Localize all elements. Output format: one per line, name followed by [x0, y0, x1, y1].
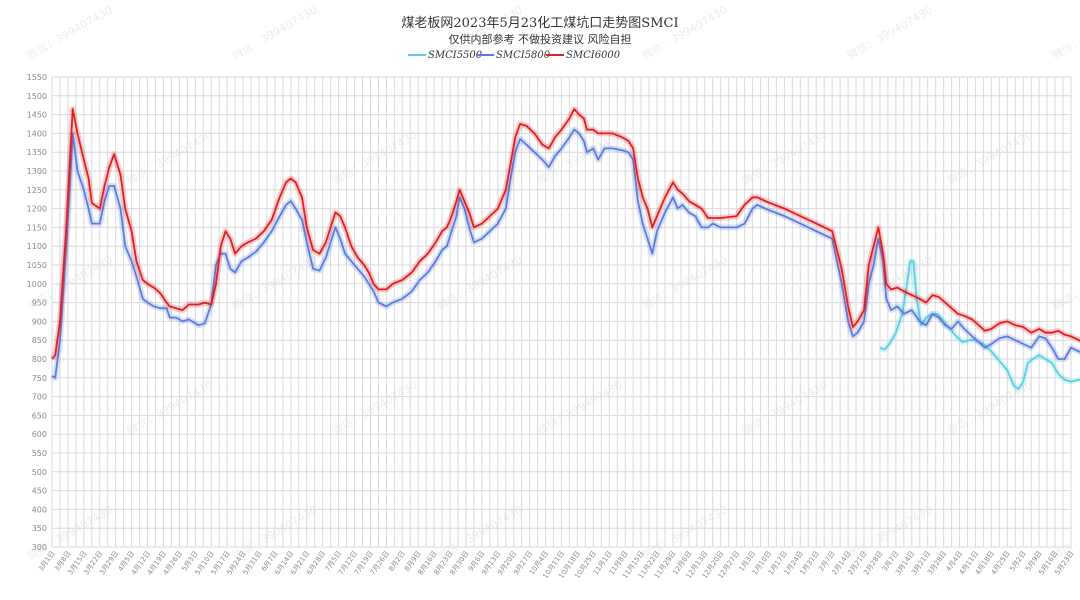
y-tick-label: 1250 [27, 186, 47, 195]
chart-title: 煤老板网2023年5月23化工煤坑口走势图SMCI [401, 15, 678, 31]
y-tick-label: 650 [32, 411, 47, 420]
y-tick-label: 450 [32, 487, 47, 496]
y-tick-label: 550 [32, 449, 47, 458]
watermark-text: 微信：399407430 [125, 377, 215, 437]
legend-label: SMCI5500 [428, 50, 483, 61]
legend: SMCI5500 SMCI5800 SMCI6000 [408, 50, 621, 61]
y-tick-label: 1500 [27, 92, 47, 101]
watermark-layer: 微信：399407430 微信：399407430 微信：399407430 微信：3… [25, 2, 1080, 562]
watermark-text: 微信：399407430 [845, 502, 935, 562]
watermark-text: 微信：399407430 [945, 127, 1035, 187]
series-lines [49, 106, 1080, 393]
y-axis: 300 350 400 450 500 550 600 650 700 750 800 850 900 9… [27, 73, 47, 552]
y-tick-label: 800 [32, 355, 47, 364]
chart-subtitle: 仅供内部参考 不做投资建议 风险自担 [449, 32, 632, 46]
series-line-smci6000 [51, 108, 1080, 360]
y-tick-label: 350 [32, 524, 47, 533]
y-tick-label: 1300 [27, 167, 47, 176]
legend-label: SMCI5800 [496, 50, 551, 61]
y-tick-label: 300 [32, 543, 47, 552]
watermark-text: 微信：399407430 [640, 252, 730, 312]
y-tick-label: 1450 [27, 111, 47, 120]
y-tick-label: 500 [32, 468, 47, 477]
watermark-text: 微信：399407430 [435, 252, 525, 312]
y-tick-label: 1200 [27, 205, 47, 214]
y-tick-label: 1550 [27, 73, 47, 82]
watermark-text: 微信：399407430 [1050, 252, 1080, 312]
series-line-smci5800 [51, 128, 1080, 379]
grid [51, 76, 1072, 548]
watermark-text: 微信：399407430 [25, 2, 115, 62]
y-tick-label: 750 [32, 374, 47, 383]
y-tick-label: 600 [32, 430, 47, 439]
watermark-text: 微信：399407430 [845, 2, 935, 62]
y-tick-label: 1400 [27, 129, 47, 138]
watermark-text: 微信：399407430 [330, 377, 420, 437]
legend-label: SMCI6000 [566, 50, 621, 61]
y-tick-label: 850 [32, 336, 47, 345]
y-tick-label: 700 [32, 393, 47, 402]
watermark-text: 微信：399407430 [1050, 2, 1080, 62]
y-tick-label: 1050 [27, 261, 47, 270]
watermark-text: 微信：399407430 [535, 377, 625, 437]
watermark-text: 微信：399407430 [125, 127, 215, 187]
watermark-text: 微信：399407430 [330, 127, 420, 187]
y-tick-label: 900 [32, 317, 47, 326]
x-axis: 3月1日3月8日3月15日3月22日3月29日4月5日4月12日4月19日4月2… [37, 550, 1076, 581]
y-tick-label: 400 [32, 505, 47, 514]
y-tick-label: 950 [32, 299, 47, 308]
watermark-text: 微信：399407430 [230, 2, 320, 62]
y-tick-label: 1350 [27, 148, 47, 157]
y-tick-label: 1100 [27, 242, 47, 251]
y-tick-label: 1150 [27, 223, 47, 232]
watermark-text: 微信：399407430 [640, 2, 730, 62]
y-tick-label: 1000 [27, 280, 47, 289]
